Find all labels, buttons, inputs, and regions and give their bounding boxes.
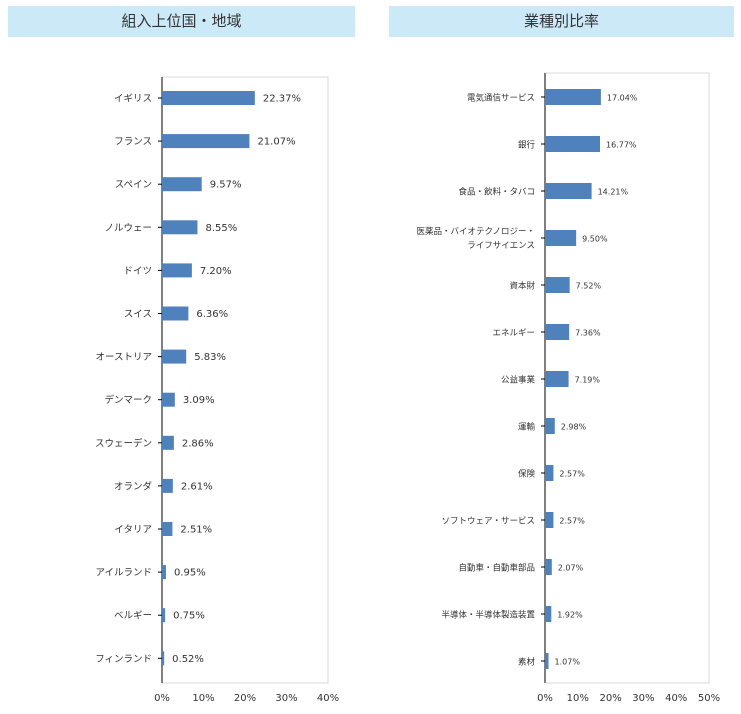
country-data-label: 22.37% (263, 94, 301, 105)
country-tick-label: 10% (192, 693, 214, 704)
country-data-label: 6.36% (196, 309, 228, 320)
country-data-label: 0.52% (172, 654, 204, 665)
country-data-label: 3.09% (183, 395, 215, 406)
country-bar (162, 522, 173, 536)
sector-bar (545, 418, 555, 434)
country-category-label: スイス (124, 309, 152, 320)
country-category-label: ドイツ (123, 266, 152, 277)
sector-data-label: 2.57% (559, 517, 585, 526)
country-tick-label: 30% (275, 693, 297, 704)
sector-data-label: 14.21% (598, 188, 629, 197)
sector-bar (545, 277, 570, 293)
sector-tick-label: 10% (567, 693, 589, 704)
country-bar (162, 91, 255, 105)
sector-category-label: 公益事業 (501, 375, 536, 386)
sector-data-label: 9.50% (582, 235, 608, 244)
sector-category-label: 電気通信サービス (467, 93, 535, 104)
sector-data-label: 16.77% (606, 141, 637, 150)
country-category-label: イタリア (114, 525, 152, 536)
country-category-label: ベルギー (114, 611, 152, 622)
country-bar (162, 608, 166, 623)
country-bar (162, 651, 165, 666)
sector-category-label: 自動車・自動車部品 (458, 563, 535, 574)
country-tick-label: 20% (234, 693, 256, 704)
sector-data-label: 7.36% (575, 329, 601, 338)
country-data-label: 8.55% (205, 223, 237, 234)
sector-tick-label: 20% (599, 693, 621, 704)
country-bar (162, 263, 192, 278)
sector-bar (545, 89, 601, 105)
sector-tick-label: 0% (537, 693, 553, 704)
country-data-label: 0.75% (173, 611, 205, 622)
sector-bar (545, 465, 554, 481)
sector-category-label: ライフサイエンス (467, 241, 535, 251)
country-category-label: スウェーデン (95, 437, 152, 449)
sector-tick-label: 30% (632, 693, 654, 704)
sector-category-label: 素材 (518, 657, 536, 668)
sector-bar (545, 606, 552, 622)
sector-data-label: 2.57% (559, 470, 585, 479)
sector-data-label: 7.52% (576, 282, 602, 291)
sector-bar (545, 512, 554, 528)
sector-bar (545, 324, 570, 340)
country-category-label: フィンランド (95, 654, 152, 665)
country-data-label: 7.20% (200, 266, 232, 277)
sector-tick-label: 50% (698, 693, 720, 704)
country-tick-label: 40% (317, 693, 339, 704)
sector-category-label: 運輸 (518, 422, 536, 433)
sector-bar (545, 136, 601, 152)
sector-category-label: 医薬品・バイオテクノロジー・ (417, 226, 536, 237)
country-data-label: 2.51% (180, 525, 212, 536)
country-bar (162, 177, 202, 192)
sector-category-label: 保険 (518, 469, 536, 480)
sector-data-label: 1.07% (555, 658, 581, 667)
country-plot-frame (161, 76, 329, 684)
country-bar (162, 306, 189, 321)
sector-category-label: 半導体・半導体製造装置 (441, 610, 535, 621)
country-tick-label: 0% (154, 693, 170, 704)
chart-title-sectors: 業種別比率 (389, 6, 734, 37)
sector-bar (545, 371, 569, 387)
country-category-label: オーストリア (95, 352, 152, 363)
country-category-label: イギリス (114, 94, 152, 105)
country-bar (162, 435, 174, 450)
sector-category-label: エネルギー (492, 329, 535, 339)
country-bar (162, 392, 175, 407)
sector-category-label: ソフトウェア・サービス (441, 517, 535, 527)
sector-tick-label: 40% (665, 693, 687, 704)
sector-data-label: 17.04% (607, 94, 638, 103)
country-data-label: 2.61% (181, 481, 213, 492)
country-category-label: デンマーク (104, 394, 152, 406)
sector-data-label: 2.98% (561, 423, 587, 432)
sector-bar (545, 559, 552, 575)
country-bar (162, 349, 187, 364)
country-category-label: アイルランド (95, 568, 152, 579)
sector-bar (545, 183, 592, 199)
country-category-label: スペイン (115, 180, 152, 191)
sector-category-label: 食品・飲料・タバコ (458, 187, 535, 198)
sector-bar (545, 653, 549, 669)
country-bar (162, 565, 166, 580)
sector-category-label: 資本財 (509, 281, 535, 292)
chart-title-countries: 組入上位国・地域 (8, 6, 355, 37)
country-data-label: 2.86% (182, 438, 214, 449)
country-category-label: ノルウェー (104, 223, 152, 234)
country-category-label: オランダ (114, 480, 153, 492)
country-data-label: 0.95% (174, 568, 206, 579)
country-bar (162, 220, 198, 235)
country-category-label: フランス (114, 137, 152, 148)
sector-plot-frame (544, 72, 710, 684)
country-data-label: 9.57% (210, 180, 242, 191)
sector-bar (545, 230, 577, 246)
country-data-label: 5.83% (194, 352, 226, 363)
sector-data-label: 2.07% (558, 564, 584, 573)
sector-data-label: 7.19% (575, 376, 601, 385)
country-bar (162, 478, 173, 493)
country-data-label: 21.07% (257, 137, 295, 148)
sector-category-label: 銀行 (518, 140, 536, 151)
country-bar (162, 134, 250, 149)
sector-data-label: 1.92% (557, 611, 583, 620)
